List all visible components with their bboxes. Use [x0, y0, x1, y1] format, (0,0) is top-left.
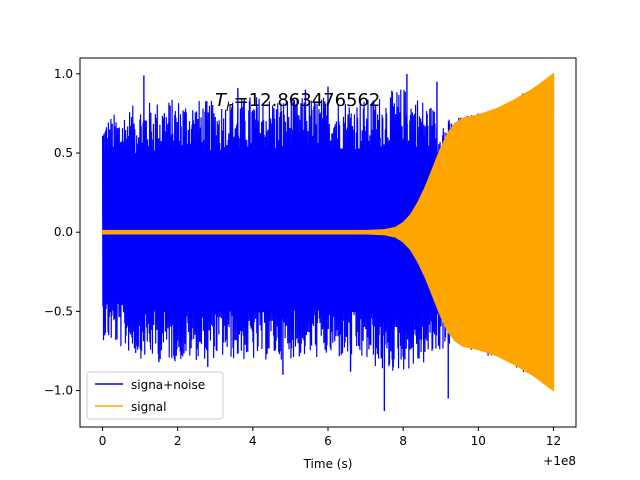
x-axis-label: Time (s)	[303, 457, 353, 471]
series-layer	[101, 72, 555, 412]
annotation-math-sub: h	[226, 100, 234, 114]
legend-label-signal-noise: signa+noise	[131, 378, 205, 392]
x-tick-label: 12	[546, 434, 561, 448]
x-axis-offset-label: +1e8	[543, 454, 576, 468]
annotation-math-base: T	[215, 90, 228, 111]
x-axis: 0 2 4 6 8 10 12	[99, 427, 561, 448]
y-tick-label: 0.0	[54, 225, 73, 239]
series-signal-band	[101, 72, 555, 393]
legend-label-signal: signal	[131, 400, 167, 414]
x-tick-label: 10	[471, 434, 486, 448]
legend: signa+noise signal	[86, 371, 224, 420]
y-tick-label: −0.5	[44, 304, 73, 318]
x-tick-label: 4	[249, 434, 257, 448]
annotation-text: Th=12.863476562	[215, 90, 380, 114]
y-tick-label: −1.0	[44, 384, 73, 398]
x-tick-label: 8	[399, 434, 407, 448]
y-axis: −1.0 −0.5 0.0 0.5 1.0	[44, 67, 80, 398]
annotation-value: =12.863476562	[234, 90, 381, 111]
y-tick-label: 0.5	[54, 146, 73, 160]
y-tick-label: 1.0	[54, 67, 73, 81]
x-tick-label: 0	[99, 434, 107, 448]
x-tick-label: 6	[324, 434, 332, 448]
x-tick-label: 2	[174, 434, 182, 448]
